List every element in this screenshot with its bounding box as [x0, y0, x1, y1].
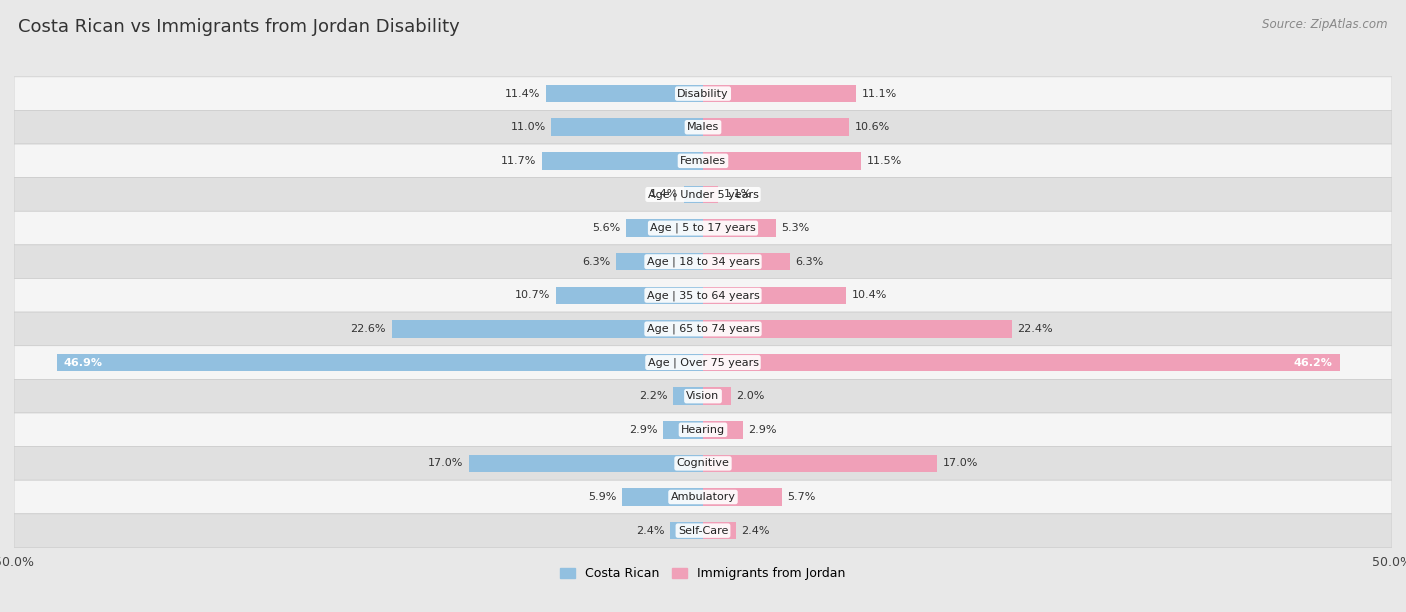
FancyBboxPatch shape: [14, 346, 1392, 379]
Text: Age | 65 to 74 years: Age | 65 to 74 years: [647, 324, 759, 334]
Bar: [616, 253, 703, 271]
FancyBboxPatch shape: [14, 514, 1392, 548]
Text: 2.9%: 2.9%: [748, 425, 778, 435]
Text: Vision: Vision: [686, 391, 720, 401]
Bar: [703, 488, 782, 506]
Text: 10.6%: 10.6%: [855, 122, 890, 132]
Bar: [621, 488, 703, 506]
Text: 5.3%: 5.3%: [782, 223, 810, 233]
Text: 2.2%: 2.2%: [638, 391, 668, 401]
Bar: [703, 219, 776, 237]
Text: 22.6%: 22.6%: [350, 324, 387, 334]
Text: Self-Care: Self-Care: [678, 526, 728, 536]
FancyBboxPatch shape: [14, 144, 1392, 177]
Text: 1.4%: 1.4%: [650, 190, 678, 200]
FancyBboxPatch shape: [14, 245, 1392, 278]
Bar: [551, 119, 703, 136]
Text: Age | 35 to 64 years: Age | 35 to 64 years: [647, 290, 759, 300]
Text: Age | 18 to 34 years: Age | 18 to 34 years: [647, 256, 759, 267]
Text: Cognitive: Cognitive: [676, 458, 730, 468]
Text: Ambulatory: Ambulatory: [671, 492, 735, 502]
Text: Females: Females: [681, 156, 725, 166]
Text: Source: ZipAtlas.com: Source: ZipAtlas.com: [1263, 18, 1388, 31]
Text: 11.4%: 11.4%: [505, 89, 540, 99]
FancyBboxPatch shape: [14, 379, 1392, 413]
Text: 22.4%: 22.4%: [1017, 324, 1053, 334]
Bar: [703, 119, 849, 136]
FancyBboxPatch shape: [14, 110, 1392, 144]
Text: Age | Over 75 years: Age | Over 75 years: [648, 357, 758, 368]
FancyBboxPatch shape: [14, 211, 1392, 245]
FancyBboxPatch shape: [14, 480, 1392, 514]
Text: 2.0%: 2.0%: [737, 391, 765, 401]
Bar: [703, 253, 790, 271]
FancyBboxPatch shape: [14, 312, 1392, 346]
Bar: [703, 421, 742, 439]
Text: 11.5%: 11.5%: [868, 156, 903, 166]
FancyBboxPatch shape: [14, 76, 1392, 110]
Text: 10.4%: 10.4%: [852, 290, 887, 300]
Bar: [703, 152, 862, 170]
Bar: [546, 85, 703, 102]
Bar: [669, 522, 703, 539]
Text: 2.4%: 2.4%: [741, 526, 770, 536]
Legend: Costa Rican, Immigrants from Jordan: Costa Rican, Immigrants from Jordan: [555, 562, 851, 585]
Bar: [703, 387, 731, 405]
Bar: [626, 219, 703, 237]
Text: 1.1%: 1.1%: [724, 190, 752, 200]
Bar: [703, 320, 1012, 338]
Text: 5.9%: 5.9%: [588, 492, 616, 502]
Text: 10.7%: 10.7%: [515, 290, 550, 300]
FancyBboxPatch shape: [14, 278, 1392, 312]
Text: Age | Under 5 years: Age | Under 5 years: [648, 189, 758, 200]
Text: 2.9%: 2.9%: [628, 425, 658, 435]
Text: 5.7%: 5.7%: [787, 492, 815, 502]
Text: Males: Males: [688, 122, 718, 132]
FancyBboxPatch shape: [14, 413, 1392, 447]
Text: 46.2%: 46.2%: [1294, 357, 1333, 368]
Bar: [555, 286, 703, 304]
Text: Age | 5 to 17 years: Age | 5 to 17 years: [650, 223, 756, 233]
Bar: [672, 387, 703, 405]
FancyBboxPatch shape: [14, 447, 1392, 480]
Bar: [703, 185, 718, 203]
Text: Disability: Disability: [678, 89, 728, 99]
Bar: [56, 354, 703, 371]
Text: 17.0%: 17.0%: [427, 458, 463, 468]
Bar: [392, 320, 703, 338]
Text: 5.6%: 5.6%: [592, 223, 620, 233]
Bar: [703, 354, 1340, 371]
Bar: [703, 85, 856, 102]
Text: 6.3%: 6.3%: [796, 256, 824, 267]
Bar: [683, 185, 703, 203]
Text: 17.0%: 17.0%: [943, 458, 979, 468]
Text: Costa Rican vs Immigrants from Jordan Disability: Costa Rican vs Immigrants from Jordan Di…: [18, 18, 460, 36]
Bar: [541, 152, 703, 170]
Text: 11.7%: 11.7%: [501, 156, 536, 166]
Text: 46.9%: 46.9%: [63, 357, 103, 368]
Text: 11.0%: 11.0%: [510, 122, 546, 132]
FancyBboxPatch shape: [14, 177, 1392, 211]
Text: 6.3%: 6.3%: [582, 256, 610, 267]
Text: Hearing: Hearing: [681, 425, 725, 435]
Bar: [664, 421, 703, 439]
Text: 2.4%: 2.4%: [636, 526, 665, 536]
Bar: [703, 455, 938, 472]
Bar: [703, 522, 737, 539]
Bar: [703, 286, 846, 304]
Bar: [468, 455, 703, 472]
Text: 11.1%: 11.1%: [862, 89, 897, 99]
